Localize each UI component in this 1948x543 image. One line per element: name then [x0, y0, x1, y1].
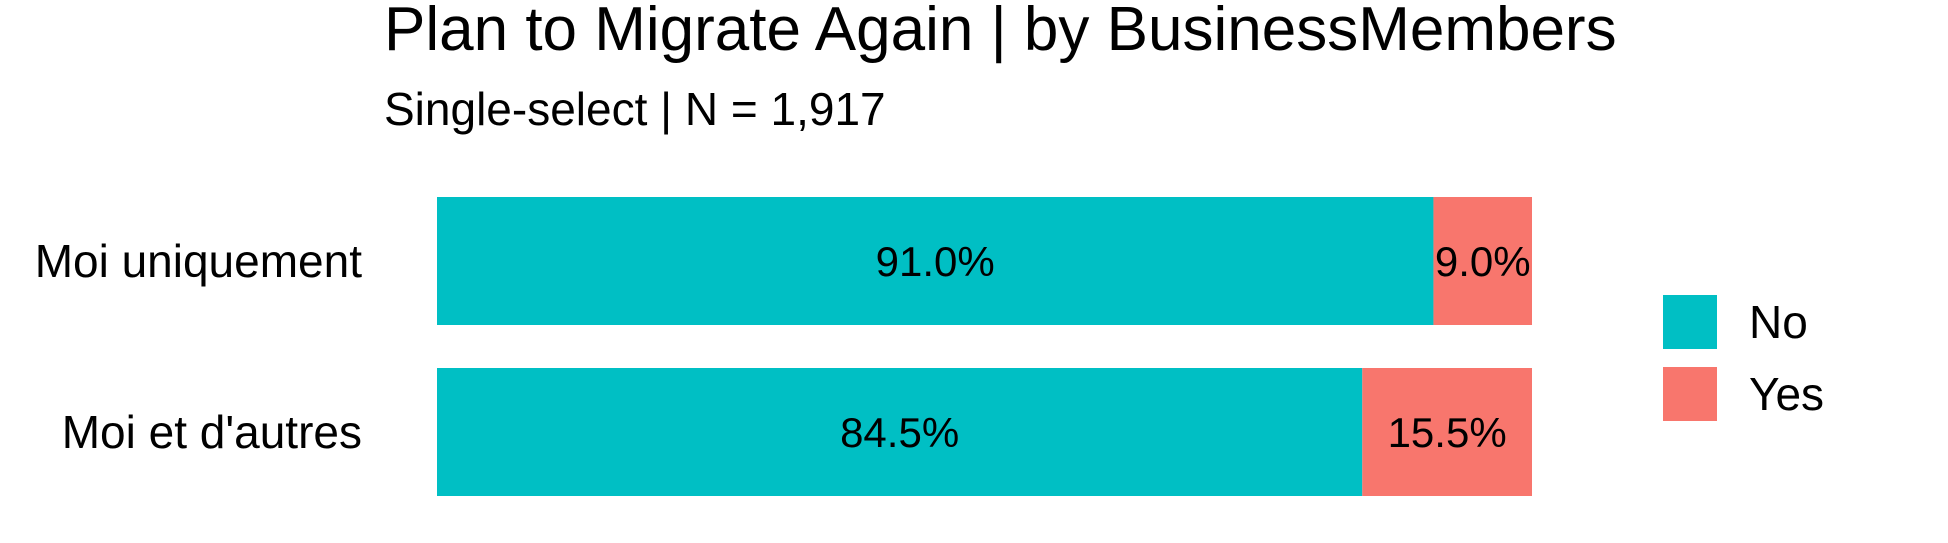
bar-segment-no	[437, 368, 1363, 496]
bar-segment-yes	[1362, 368, 1532, 496]
legend: No Yes	[1663, 295, 1824, 421]
legend-key-no	[1663, 295, 1717, 349]
category-label: Moi et d'autres	[62, 406, 362, 458]
chart-title: Plan to Migrate Again | by BusinessMembe…	[384, 0, 1617, 64]
data-label: 9.0%	[1435, 238, 1531, 285]
category-label: Moi uniquement	[35, 235, 363, 287]
data-label: 15.5%	[1388, 409, 1507, 456]
bar-segment-yes	[1433, 197, 1532, 325]
bar-segment-no	[437, 197, 1434, 325]
legend-label-yes: Yes	[1749, 368, 1824, 420]
data-label: 84.5%	[840, 409, 959, 456]
legend-label-no: No	[1749, 296, 1808, 348]
chart-subtitle: Single-select | N = 1,917	[384, 83, 886, 135]
data-label: 91.0%	[876, 238, 995, 285]
legend-key-yes	[1663, 367, 1717, 421]
y-axis-tick-labels: Moi uniquement Moi et d'autres	[35, 235, 363, 458]
bar-labels-group: 91.0% 9.0% 84.5% 15.5%	[840, 238, 1531, 456]
bars-group	[437, 197, 1532, 496]
